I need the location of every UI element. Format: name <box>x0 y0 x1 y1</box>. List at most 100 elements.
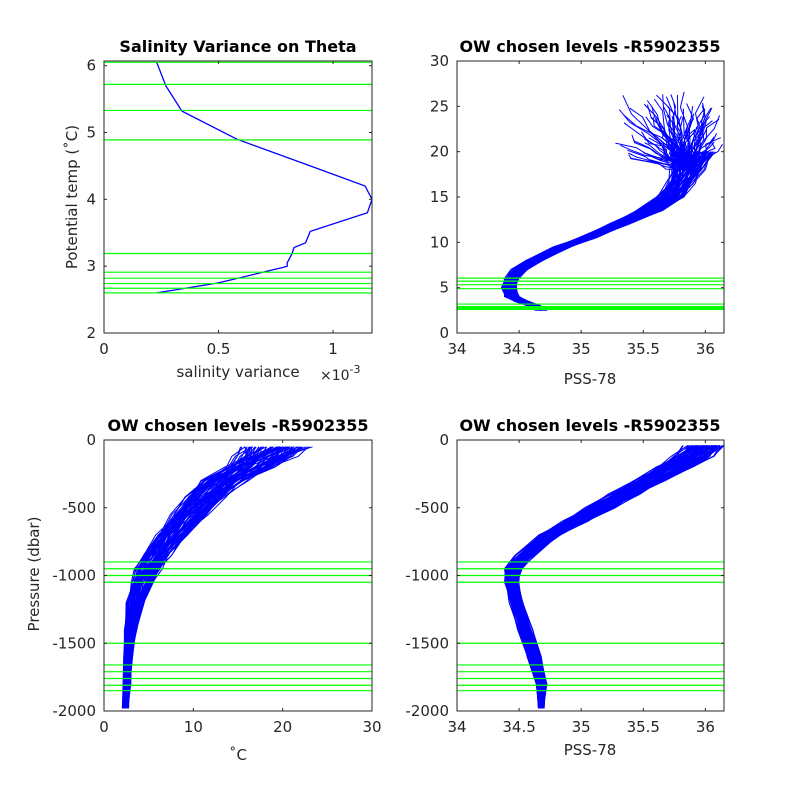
panel-pressure-salinity: OW chosen levels -R5902355 34 34.5 35 35.5 3… <box>405 416 725 759</box>
profile-line <box>501 151 676 311</box>
profile-line <box>502 151 677 311</box>
profile-line <box>513 444 720 709</box>
panel-1-series <box>104 61 372 294</box>
y-tick-label: 5 <box>86 124 96 142</box>
panel-1-x-exponent-base: ×10 <box>320 368 350 384</box>
profile-line <box>663 106 686 170</box>
profile-line <box>655 118 684 170</box>
x-tick-label: 34.5 <box>502 340 535 358</box>
panel-2-title: OW chosen levels -R5902355 <box>459 37 720 56</box>
panel-1-axes-box <box>103 60 373 334</box>
profile-line <box>505 151 683 311</box>
panel-4-xlabel: PSS-78 <box>564 741 617 759</box>
profile-line <box>622 95 692 171</box>
profile-line <box>517 445 717 709</box>
profile-line <box>628 154 682 171</box>
profile-line <box>516 445 716 709</box>
x-tick-label: 30 <box>362 718 381 736</box>
y-tick-label: 5 <box>439 279 449 297</box>
profile-line <box>515 445 713 709</box>
profile-line <box>515 445 724 709</box>
y-tick-label: 15 <box>430 188 449 206</box>
profile-line <box>513 445 721 709</box>
profile-line <box>502 151 676 311</box>
profile-line <box>503 151 678 311</box>
profile-line <box>503 151 679 311</box>
profile-line <box>516 445 718 709</box>
panel-1-title: Salinity Variance on Theta <box>119 37 356 56</box>
panel-4-series <box>457 444 724 709</box>
x-tick-label: 34.5 <box>502 718 535 736</box>
panel-3-xlabel: ˚C <box>229 746 247 764</box>
panel-1-ylabel: Potential temp (˚C) <box>63 125 81 269</box>
panel-4-title: OW chosen levels -R5902355 <box>459 416 720 435</box>
y-tick-label: 20 <box>430 143 449 161</box>
x-tick-label: 0.5 <box>207 340 231 358</box>
profile-line <box>650 116 691 171</box>
panel-1-x-exponent: ×10-3 <box>320 363 361 384</box>
profile-line <box>620 144 689 171</box>
x-tick-label: 35 <box>572 718 591 736</box>
profile-line <box>676 94 684 170</box>
profile-line <box>503 151 678 311</box>
profile-line <box>503 151 682 311</box>
profile-line <box>691 140 716 171</box>
y-tick-label: -2000 <box>405 702 449 720</box>
panel-2-plot-area: 34 34.5 35 35.5 36 0 5 10 15 20 25 30 <box>430 52 725 358</box>
y-tick-label: 30 <box>430 52 449 70</box>
y-tick-label: -500 <box>415 499 449 517</box>
profile-line <box>518 445 721 709</box>
x-tick-label: 35.5 <box>627 718 660 736</box>
y-tick-label: -1000 <box>405 567 449 585</box>
x-tick-label: 10 <box>184 718 203 736</box>
x-tick-label: 36 <box>696 718 715 736</box>
panel-1-plot-area: 0 0.5 1 2 3 4 5 6 <box>86 57 373 358</box>
profile-line <box>516 444 721 709</box>
profile-line <box>628 152 684 171</box>
y-tick-label: -1500 <box>52 634 96 652</box>
y-tick-label: 0 <box>439 324 449 342</box>
panel-2-xlabel: PSS-78 <box>564 370 617 388</box>
panel-1-xlabel: salinity variance <box>176 363 299 381</box>
panel-3-plot-area: 0 10 20 30 -2000 -1500 -1000 -500 0 <box>52 431 381 736</box>
panel-2-series <box>457 91 724 311</box>
profile-line <box>640 131 686 171</box>
panel-salinity-variance: Salinity Variance on Theta 0 0.5 1 2 3 4 5 6 sa… <box>63 37 373 384</box>
y-tick-label: -2000 <box>52 702 96 720</box>
profile-line <box>515 445 723 709</box>
profile-line <box>514 444 717 709</box>
profile-line <box>500 151 674 311</box>
y-tick-label: 0 <box>86 431 96 449</box>
profile-line <box>514 151 711 311</box>
profile-line <box>633 140 693 171</box>
x-tick-label: 0 <box>99 340 109 358</box>
y-tick-label: 6 <box>86 57 96 75</box>
variance-line <box>156 62 372 294</box>
panel-3-title: OW chosen levels -R5902355 <box>107 416 368 435</box>
y-tick-label: 0 <box>439 431 449 449</box>
profile-line <box>653 98 683 170</box>
profile-line <box>686 107 712 171</box>
profile-line <box>686 129 699 170</box>
profile-line <box>503 151 677 311</box>
profile-line <box>127 446 309 709</box>
panel-theta-salinity: OW chosen levels -R5902355 34 34.5 35 35.5 3… <box>430 37 725 388</box>
y-tick-label: 4 <box>86 190 96 208</box>
panel-1-x-exponent-power: -3 <box>350 363 361 376</box>
profile-line <box>514 444 721 709</box>
x-tick-label: 1 <box>328 340 338 358</box>
profile-line <box>503 151 677 311</box>
y-tick-label: 3 <box>86 257 96 275</box>
profile-line <box>516 445 715 709</box>
profile-line <box>516 445 718 709</box>
x-tick-label: 0 <box>99 718 109 736</box>
y-tick-label: 2 <box>86 324 96 342</box>
profile-line <box>501 151 676 311</box>
profile-line <box>514 445 718 709</box>
profile-line <box>504 151 681 311</box>
panel-3-series <box>104 446 372 709</box>
x-tick-label: 34 <box>447 718 466 736</box>
profile-line <box>501 151 675 311</box>
panel-3-ylabel: Pressure (dbar) <box>25 517 43 632</box>
